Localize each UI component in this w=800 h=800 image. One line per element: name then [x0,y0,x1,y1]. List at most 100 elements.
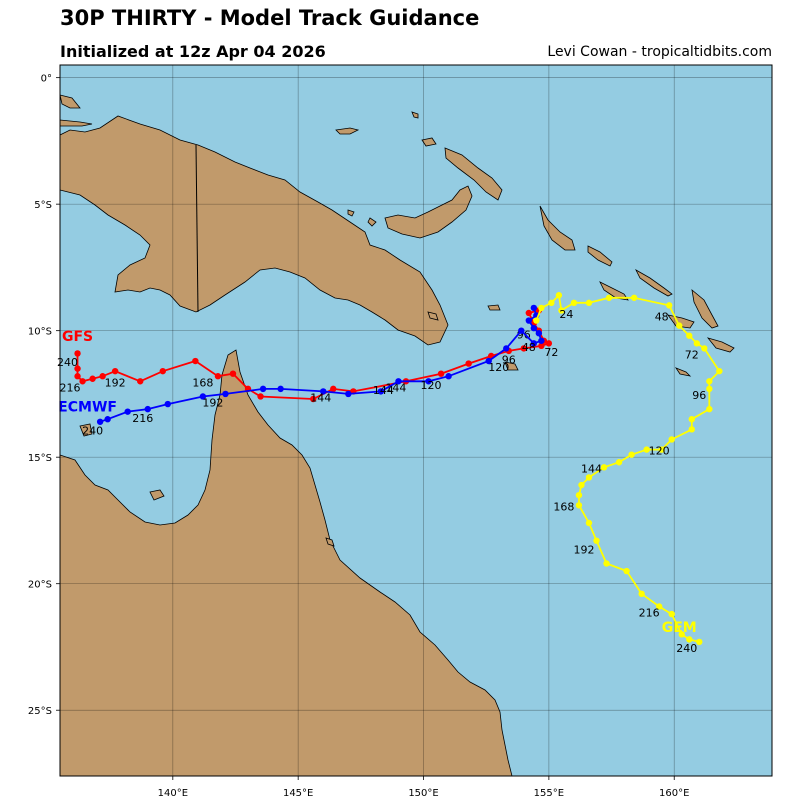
track-point [222,390,229,398]
track-point [214,373,222,380]
track-point [545,340,553,347]
track-point [530,304,538,312]
small-island-12 [504,361,519,371]
forecast-hour-label: 144 [385,381,406,394]
forecast-hour-label: 168 [192,376,213,389]
model-name-label: GEM [662,620,697,636]
track-point [686,636,693,643]
solomon-island-1 [587,245,613,267]
track-point [74,365,81,372]
track-point [558,307,565,314]
page-subtitle: Initialized at 12z Apr 04 2026 [60,42,326,61]
small-island-1 [335,127,360,135]
tick-label-lat: 20°S [28,580,52,591]
track-point [555,292,563,299]
track-point [485,357,492,365]
forecast-hour-label: 192 [202,397,223,410]
track-point [688,416,695,423]
small-island-5 [411,111,419,119]
credit-text: Levi Cowan - tropicaltidbits.com [547,44,772,60]
track-point [445,373,452,380]
forecast-hour-label: 72 [544,346,558,359]
forecast-hour-label: 48 [655,311,669,324]
track-point [79,378,86,385]
tick-label-lat: 5°S [34,200,52,211]
small-island-7 [79,423,93,437]
tick-label-lon: 150°E [408,788,438,799]
track-point [696,638,703,646]
forecast-hour-label: 216 [132,412,153,425]
track-point [706,385,713,393]
tick-label-lat: 0° [41,74,52,85]
track-point [503,345,510,352]
track-point [688,426,695,433]
track-point [615,459,623,466]
track-gem: 24 48 72 96 120 144 168 192 216 240 GEM [533,292,723,655]
grid-lines [60,65,772,776]
forecast-hour-label: 144 [310,392,331,405]
forecast-hour-label: 168 [553,500,574,513]
model-name-label: ECMWF [58,400,117,416]
forecast-hour-label: 192 [573,543,594,556]
forecast-hour-label: 24 [559,308,573,321]
track-point [643,446,650,453]
track-point [96,418,104,425]
track-point [538,337,545,344]
solomon-island-5 [706,337,735,353]
track-point [706,378,713,385]
track-point [585,474,593,481]
track-point [159,367,166,375]
forecast-hour-label: 144 [373,384,394,397]
track-point [630,294,638,301]
forecast-hour-label: 240 [82,424,103,437]
track-point [425,378,432,385]
track-point [666,302,673,309]
track-point [600,464,608,471]
small-island-11 [367,217,377,227]
track-point [525,309,533,317]
track-point [111,367,119,375]
track-point [585,299,593,307]
solomon-island-6 [599,281,629,301]
track-point [570,299,578,307]
track-point [530,340,538,347]
track-point [520,345,528,352]
forecast-hour-label: 120 [488,361,509,374]
small-island-9 [60,119,93,127]
solomon-island-3 [691,289,719,329]
forecast-hour-label: 240 [57,356,78,369]
track-point [395,378,402,385]
track-point [257,393,264,400]
track-point [668,610,675,618]
forecast-hour-label: 120 [421,379,442,392]
model-tracks: 9672120144168192216240GFS489612014414419… [57,292,723,655]
track-point [525,317,533,324]
page-title: 30P THIRTY - Model Track Guidance [60,6,480,30]
track-point [535,330,543,337]
track-point [330,385,337,393]
track-point [259,385,267,393]
tick-label-lon: 160°E [659,788,689,799]
forecast-hour-label: 144 [581,462,602,475]
track-point [638,590,645,598]
track-point [605,294,613,301]
track-point [144,405,151,413]
model-name-label: GFS [62,329,93,345]
track-point [124,408,131,415]
axis-ticks: 140°E 145°E 150°E 155°E 160°E 0° 5°S 10°S 15°S 20… [28,74,690,799]
track-point [538,304,545,312]
bougainville-island [539,205,576,251]
track-point [603,560,610,567]
small-island-3 [487,304,501,311]
small-island-14 [325,537,335,547]
small-island-8 [60,94,81,109]
track-point [164,400,172,408]
track-point [575,491,583,499]
tick-label-lat: 15°S [28,453,52,464]
forecast-hour-label: 216 [639,607,660,620]
track-point [229,370,237,377]
track-point [678,631,685,638]
border-line [195,144,199,313]
tick-label-lon: 155°E [534,788,564,799]
